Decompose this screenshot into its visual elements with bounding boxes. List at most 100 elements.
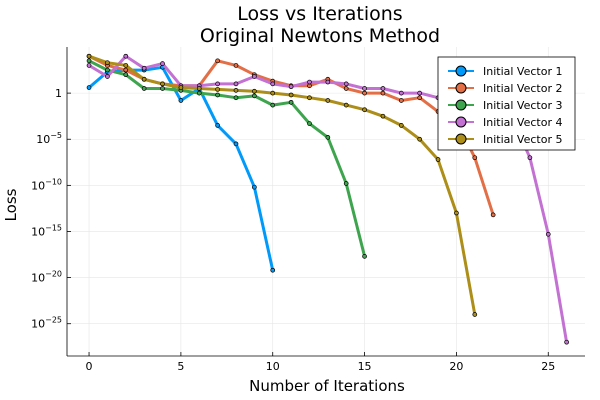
data-point	[215, 87, 220, 92]
data-point	[362, 90, 367, 96]
data-point	[362, 254, 367, 259]
data-point	[380, 90, 386, 96]
data-point	[178, 98, 184, 103]
data-point	[86, 53, 92, 59]
data-point	[252, 184, 257, 190]
x-tick-label: 25	[541, 360, 555, 373]
chart-subtitle: Original Newtons Method	[200, 25, 440, 47]
legend-label: Initial Vector 4	[483, 116, 562, 129]
legend-swatch-marker	[455, 99, 467, 111]
data-point	[196, 86, 202, 91]
data-point	[252, 74, 257, 79]
legend-label: Initial Vector 2	[483, 82, 562, 95]
data-point	[362, 86, 367, 91]
data-point	[196, 90, 202, 96]
data-point	[343, 86, 349, 91]
y-tick-label: 10−25	[31, 316, 62, 331]
data-point	[564, 339, 569, 345]
data-point	[233, 88, 239, 93]
data-point	[325, 135, 331, 140]
data-point	[307, 95, 312, 101]
data-point	[325, 98, 331, 103]
data-point	[252, 88, 257, 94]
legend-swatch-marker	[455, 116, 467, 128]
x-tick-label: 10	[266, 360, 280, 373]
data-point	[288, 92, 294, 98]
x-tick-label: 20	[449, 360, 463, 373]
legend-label: Initial Vector 3	[483, 99, 562, 112]
tick-labels: 0 5 10 15 20 25 1 10−5 10−10 10−15 10−20 10−25	[31, 87, 555, 373]
data-point	[141, 86, 147, 91]
y-tick-label: 10−5	[36, 131, 62, 146]
data-point	[178, 85, 184, 90]
data-point	[472, 312, 478, 317]
data-point	[398, 98, 404, 103]
data-point	[141, 65, 147, 71]
series-line	[88, 59, 367, 257]
x-tick-label: 5	[177, 360, 184, 373]
legend-swatch-marker	[455, 82, 467, 94]
data-point	[417, 136, 423, 142]
data-point	[233, 81, 239, 87]
data-point	[160, 61, 165, 66]
data-point	[160, 81, 165, 87]
data-point	[123, 53, 129, 59]
data-point	[270, 81, 276, 87]
data-point	[288, 84, 294, 90]
data-point	[545, 231, 551, 237]
data-point	[141, 76, 147, 82]
data-point	[270, 102, 276, 108]
data-point	[86, 85, 92, 90]
x-axis-label: Number of Iterations	[249, 377, 405, 395]
data-point	[325, 79, 331, 85]
data-point	[105, 60, 110, 66]
legend-swatch-marker	[455, 65, 467, 77]
data-point	[417, 95, 423, 101]
data-point	[288, 99, 294, 105]
data-point	[527, 155, 533, 161]
data-point	[215, 92, 220, 98]
legend: Initial Vector 1 Initial Vector 2 Initial …	[437, 56, 576, 151]
data-point	[86, 58, 92, 64]
data-point	[435, 157, 441, 162]
data-point	[233, 141, 239, 147]
series-3	[86, 58, 367, 259]
data-point	[86, 63, 92, 68]
data-point	[490, 212, 496, 218]
data-point	[307, 79, 312, 85]
data-point	[215, 58, 220, 64]
data-point	[233, 63, 239, 68]
data-point	[343, 181, 349, 186]
data-point	[362, 107, 367, 113]
data-point	[160, 86, 165, 91]
legend-swatch-marker	[455, 133, 467, 145]
legend-label: Initial Vector 1	[483, 65, 562, 78]
y-axis-label: Loss	[2, 188, 20, 221]
data-point	[380, 113, 386, 119]
series-line	[88, 54, 477, 315]
series-1	[86, 64, 276, 273]
data-point	[417, 90, 423, 96]
data-point	[105, 74, 110, 79]
data-point	[233, 95, 239, 101]
y-tick-label: 10−20	[31, 270, 62, 285]
chart-title: Loss vs Iterations	[237, 3, 402, 25]
y-tick-label: 1	[55, 87, 62, 100]
data-point	[270, 90, 276, 96]
y-tick-label: 10−15	[31, 223, 62, 238]
axes	[66, 47, 585, 357]
data-point	[215, 81, 220, 87]
data-point	[454, 210, 459, 216]
data-point	[398, 90, 404, 96]
data-point	[343, 81, 349, 87]
data-point	[380, 86, 386, 91]
data-point	[252, 93, 257, 99]
data-point	[343, 102, 349, 108]
series-2	[86, 53, 496, 218]
x-tick-label: 15	[358, 360, 372, 373]
data-point	[123, 63, 129, 68]
legend-label: Initial Vector 5	[483, 133, 562, 146]
series-5	[86, 53, 478, 317]
data-point	[105, 67, 110, 73]
